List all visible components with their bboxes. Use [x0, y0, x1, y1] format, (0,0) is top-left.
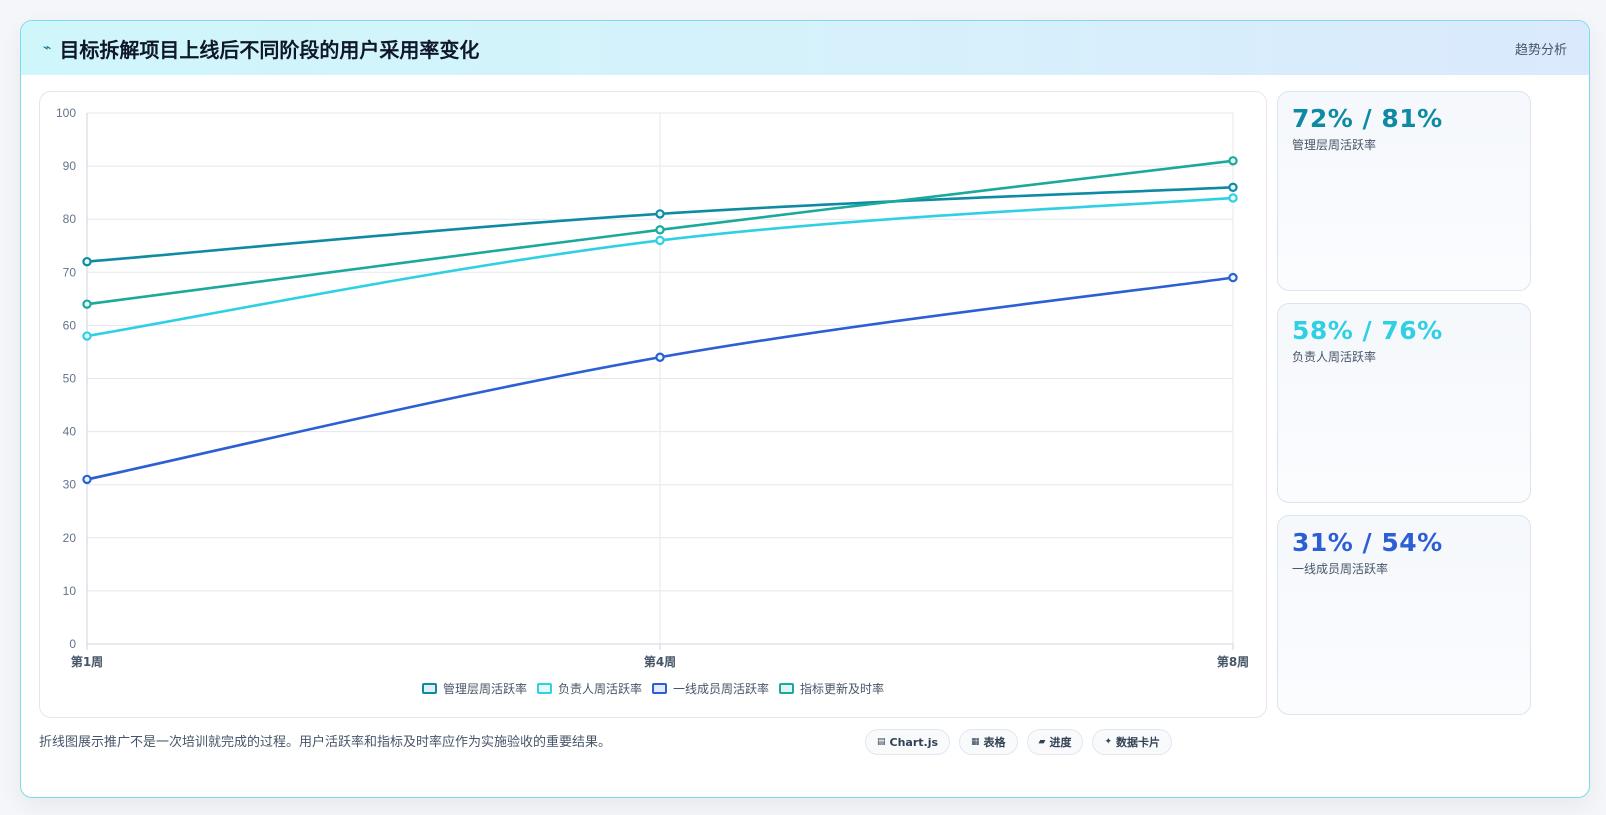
legend-label: 负责人周活跃率: [557, 682, 642, 696]
card-icon: ✦: [1104, 737, 1113, 747]
y-tick-label: 60: [63, 318, 77, 332]
progress-icon: ▰: [1038, 737, 1046, 747]
data-point-s2-3: [1228, 193, 1238, 203]
legend-swatch: [652, 683, 667, 694]
y-tick-label: 10: [63, 584, 77, 598]
button-label: 表格: [983, 736, 1006, 749]
stat-cards: 72% / 81% 管理层周活跃率 58% / 76% 负责人周活跃率 31% / 54…: [1277, 91, 1531, 727]
chartjs-button[interactable]: ▤ Chart.js: [865, 729, 951, 755]
data-point-s1-1: [82, 256, 92, 267]
data-point-s4-3: [1228, 156, 1238, 166]
legend-swatch: [779, 683, 795, 694]
table-icon: ▦: [971, 737, 980, 747]
y-tick-label: 80: [63, 212, 77, 226]
data-point-s4-1: [82, 299, 92, 309]
button-label: 数据卡片: [1116, 736, 1161, 749]
y-tick-label: 20: [63, 531, 77, 545]
line-chart-panel: 0 10 20 30 40 50 60 70 80 90 100 第1周 第4周 第8周 管理层周活跃率 负…: [39, 91, 1267, 718]
stat-card-3: 31% / 54% 一线成员周活跃率: [1277, 515, 1531, 715]
stat-value: 31% / 54%: [1292, 528, 1443, 557]
view-toggle-group: ▤ Chart.js ▦ 表格 ▰ 进度 ✦ 数据卡片: [865, 729, 1173, 755]
x-tick-label: 第1周: [71, 654, 103, 669]
legend-label: 指标更新及时率: [800, 682, 885, 696]
stat-card-2: 58% / 76% 负责人周活跃率: [1277, 303, 1531, 503]
data-point-s2-2: [655, 235, 665, 246]
x-tick-label: 第8周: [1217, 654, 1249, 669]
footer-note: 折线图展示推广不是一次培训就完成的过程。用户活跃率和指标及时率应作为实施验收的重…: [39, 735, 612, 750]
stat-label: 负责人周活跃率: [1292, 350, 1377, 364]
y-tick-label: 50: [63, 372, 77, 386]
view-button-card[interactable]: ✦ 数据卡片: [1092, 729, 1173, 755]
y-tick-label: 90: [63, 159, 77, 173]
legend-item-4[interactable]: 指标更新及时率: [779, 680, 884, 697]
legend-swatch: [536, 683, 552, 694]
stat-label: 一线成员周活跃率: [1292, 562, 1389, 576]
chart-icon: ▤: [877, 737, 886, 747]
legend-swatch: [421, 683, 437, 694]
y-tick-label: 40: [63, 425, 77, 439]
button-label: Chart.js: [889, 735, 939, 749]
chart-title: 目标拆解项目上线后不同阶段的用户采用率变化: [59, 37, 480, 62]
stat-card-1: 72% / 81% 管理层周活跃率: [1277, 91, 1531, 291]
line-chart: 0 10 20 30 40 50 60 70 80 90 100 第1周 第4周 第8周: [56, 106, 1249, 669]
chart-legend: 管理层周活跃率 负责人周活跃率 一线成员周活跃率 指标更新及时率: [40, 680, 1266, 697]
data-point-s1-3: [1228, 182, 1238, 193]
data-point-s2-1: [82, 331, 92, 341]
data-point-s4-2: [655, 225, 665, 235]
legend-label: 一线成员周活跃率: [673, 682, 770, 696]
stat-label: 管理层周活跃率: [1292, 138, 1377, 152]
chart-card: ⌁ 目标拆解项目上线后不同阶段的用户采用率变化 趋势分析 0 10 20 30 40 50…: [20, 20, 1590, 798]
y-tick-label: 70: [63, 265, 77, 279]
stat-value: 72% / 81%: [1292, 104, 1443, 133]
stat-value: 58% / 76%: [1292, 316, 1443, 345]
legend-label: 管理层周活跃率: [442, 682, 527, 696]
view-button-progress[interactable]: ▰ 进度: [1026, 729, 1084, 755]
data-point-s3-1: [82, 474, 92, 485]
data-point-s3-3: [1228, 272, 1238, 283]
legend-item-1[interactable]: 管理层周活跃率: [421, 680, 527, 697]
x-tick-label: 第4周: [644, 654, 676, 669]
data-point-s3-2: [655, 352, 665, 362]
lightning-icon: ⌁: [43, 40, 52, 56]
title-wrap: ⌁ 目标拆解项目上线后不同阶段的用户采用率变化: [43, 34, 479, 63]
button-label: 进度: [1049, 736, 1072, 749]
legend-item-3[interactable]: 一线成员周活跃率: [652, 680, 769, 697]
y-tick-label: 100: [56, 106, 76, 120]
data-point-s1-2: [655, 209, 665, 219]
y-tick-label: 30: [63, 478, 77, 492]
legend-item-2[interactable]: 负责人周活跃率: [536, 680, 642, 697]
card-header: ⌁ 目标拆解项目上线后不同阶段的用户采用率变化 趋势分析: [21, 21, 1589, 75]
view-button-table[interactable]: ▦ 表格: [959, 729, 1018, 755]
header-tag: 趋势分析: [1514, 42, 1567, 58]
y-tick-label: 0: [69, 637, 76, 651]
